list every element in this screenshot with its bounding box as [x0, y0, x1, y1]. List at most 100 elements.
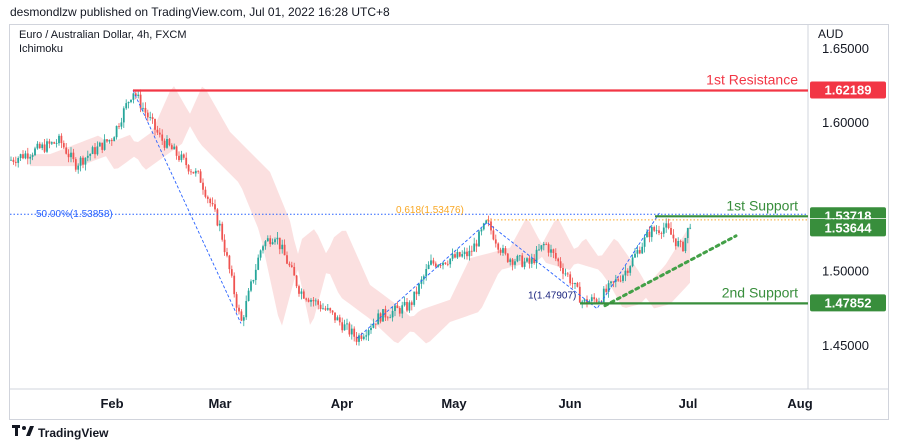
- candle-body: [79, 157, 82, 166]
- candle-body: [653, 227, 656, 231]
- candle-body: [288, 263, 291, 266]
- indicator-label[interactable]: Ichimoku: [19, 43, 64, 55]
- candle-body: [43, 144, 46, 152]
- candle-body: [425, 269, 428, 277]
- candle-body: [629, 266, 632, 273]
- candle-body: [475, 243, 478, 247]
- candle-body: [449, 258, 452, 265]
- tradingview-logo-icon: [12, 425, 34, 440]
- candle-body: [182, 154, 185, 158]
- candle-body: [223, 239, 226, 253]
- candle-body: [346, 323, 348, 325]
- candle-body: [672, 234, 675, 239]
- candle-body: [398, 308, 401, 314]
- candle-body: [168, 139, 171, 146]
- candle-body: [427, 264, 430, 270]
- candle-body: [430, 260, 432, 265]
- candle-body: [413, 291, 416, 305]
- price-badge[interactable]: [810, 219, 886, 237]
- candle-body: [228, 255, 231, 270]
- candle-body: [187, 165, 190, 172]
- candle-body: [115, 125, 118, 138]
- candle-body: [612, 281, 615, 283]
- candle-body: [545, 243, 548, 245]
- candle-body: [593, 297, 596, 300]
- candle-body: [218, 223, 221, 226]
- candle-body: [497, 243, 500, 250]
- publish-info: desmondlzw published on TradingView.com,…: [10, 5, 390, 19]
- candle-body: [667, 223, 670, 229]
- candle-body: [595, 299, 598, 303]
- candle-body: [324, 308, 327, 310]
- candle-body: [559, 261, 562, 268]
- candle-body: [374, 323, 377, 325]
- candle-body: [372, 323, 375, 328]
- candle-body: [528, 258, 531, 264]
- level-name: 1st Resistance: [706, 71, 798, 87]
- candle-body: [266, 238, 269, 242]
- candle-body: [286, 255, 288, 264]
- candle-body: [502, 248, 504, 253]
- currency-label: AUD: [818, 27, 844, 41]
- candle-body: [295, 275, 298, 287]
- candle-body: [674, 238, 677, 247]
- ichimoku-cloud: [30, 86, 690, 344]
- candle-body: [254, 269, 257, 281]
- x-tick-label: Feb: [100, 396, 123, 411]
- candle-body: [74, 159, 77, 170]
- candle-body: [456, 252, 459, 258]
- candle-body: [214, 204, 216, 210]
- candle-body: [442, 262, 444, 266]
- candle-body: [538, 249, 540, 251]
- x-tick-label: Aug: [787, 396, 812, 411]
- candle-body: [468, 250, 471, 257]
- price-badge[interactable]: [810, 81, 886, 99]
- candle-body: [22, 154, 24, 159]
- candle-body: [77, 165, 80, 170]
- candle-body: [624, 270, 627, 276]
- candle-body: [130, 99, 132, 102]
- candle-body: [34, 148, 36, 156]
- candle-body: [238, 307, 240, 312]
- candle-body: [310, 300, 312, 302]
- candle-body: [65, 147, 68, 154]
- candle-body: [322, 308, 324, 310]
- candle-body: [446, 263, 449, 265]
- candle-body: [247, 290, 250, 301]
- candle-body: [149, 117, 152, 118]
- candle-body: [461, 254, 464, 257]
- candle-body: [283, 244, 286, 256]
- candle-body: [485, 220, 488, 224]
- fib-50-label: 50.00%(1.53858): [36, 209, 113, 220]
- candle-body: [638, 250, 641, 254]
- candle-body: [94, 147, 96, 155]
- candle-body: [646, 231, 648, 238]
- candle-body: [192, 171, 195, 174]
- tradingview-brand[interactable]: TradingView: [38, 425, 109, 440]
- candle-body: [307, 299, 310, 302]
- candle-body: [415, 291, 418, 295]
- candle-body: [204, 189, 207, 197]
- price-badge[interactable]: [810, 294, 886, 312]
- candle-body: [122, 108, 125, 123]
- candle-body: [50, 142, 53, 144]
- harmonic-pattern-line: [356, 211, 661, 339]
- candle-body: [158, 132, 161, 135]
- candle-body: [382, 309, 384, 322]
- candle-body: [574, 282, 576, 285]
- y-tick-label: 1.65000: [822, 41, 869, 56]
- candle-body: [487, 220, 490, 222]
- candle-body: [643, 237, 646, 247]
- candle-body: [336, 317, 339, 321]
- candle-body: [31, 155, 34, 157]
- candle-body: [598, 301, 600, 303]
- candle-body: [422, 276, 425, 280]
- symbol-title[interactable]: Euro / Australian Dollar, 4h, FXCM: [19, 29, 187, 41]
- candle-body: [329, 308, 332, 311]
- candle-body: [245, 300, 248, 318]
- candle-body: [686, 227, 689, 238]
- candle-body: [641, 246, 644, 254]
- candle-body: [576, 282, 579, 287]
- candle-body: [470, 250, 473, 252]
